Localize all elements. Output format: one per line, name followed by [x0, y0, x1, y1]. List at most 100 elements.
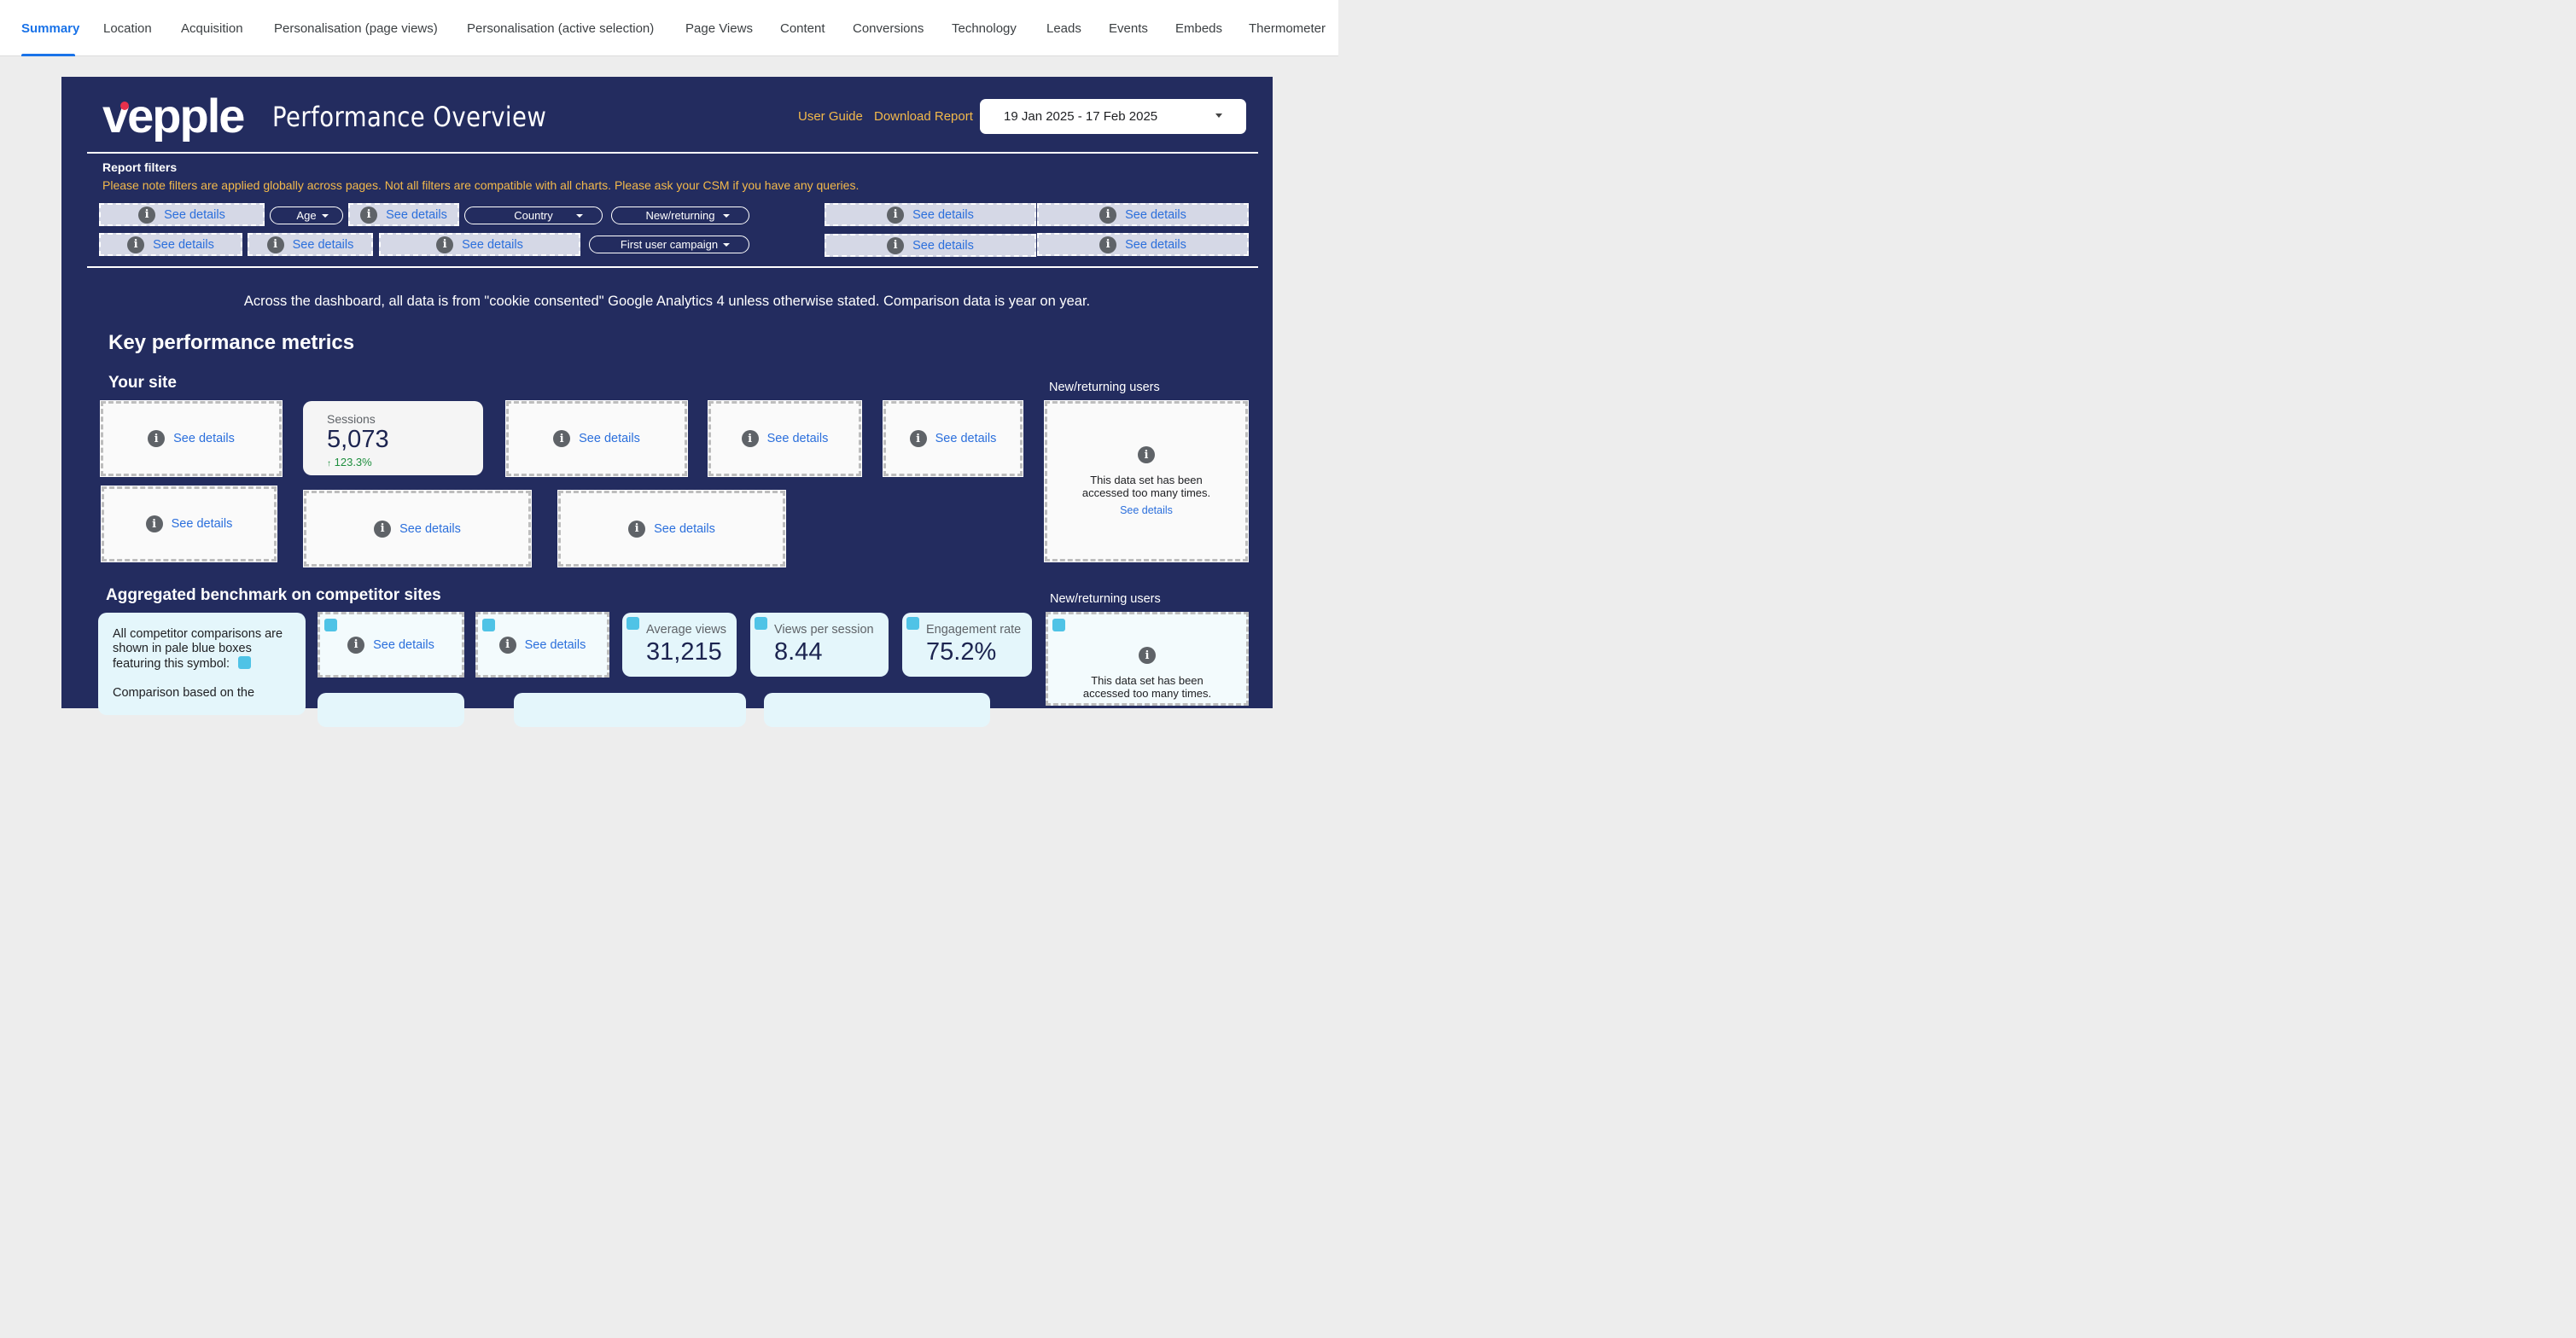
sessions-label: Sessions — [327, 412, 376, 426]
new-returning-filter-dropdown[interactable]: New/returning — [611, 207, 749, 224]
see-details-link: See details — [386, 207, 447, 222]
dropdown-label: Age — [296, 209, 317, 222]
dropdown-label: New/returning — [645, 209, 715, 222]
tab-summary[interactable]: Summary — [21, 21, 80, 36]
date-range-value: 19 Jan 2025 - 17 Feb 2025 — [1004, 109, 1158, 124]
engagement-rate-benchmark-card: Engagement rate 75.2% — [902, 613, 1032, 677]
benchmark-chart-icon — [482, 619, 495, 631]
see-details-link: See details — [171, 517, 233, 531]
benchmark-new-returning-label: New/returning users — [1050, 592, 1161, 606]
filters-title: Report filters — [102, 160, 178, 174]
see-details-link: See details — [173, 432, 235, 445]
see-details-link: See details — [153, 237, 214, 252]
tab-thermometer[interactable]: Thermometer — [1249, 21, 1326, 36]
benchmark-new-returning-error-card[interactable]: i This data set has been accessed too ma… — [1046, 612, 1249, 706]
tab-content[interactable]: Content — [780, 21, 825, 36]
kpi-error-card[interactable]: i See details — [505, 400, 688, 477]
info-icon: i — [347, 636, 365, 654]
filter-error-chip[interactable]: i See details — [1037, 233, 1249, 256]
chevron-down-icon — [723, 243, 730, 247]
filter-error-chip[interactable]: i See details — [1037, 203, 1249, 226]
info-icon: i — [553, 430, 571, 447]
filter-error-chip[interactable]: i See details — [825, 234, 1036, 257]
engagement-rate-value: 75.2% — [926, 638, 997, 666]
benchmark-heading: Aggregated benchmark on competitor sites — [106, 586, 441, 604]
kpi-error-card[interactable]: i See details — [101, 486, 277, 562]
see-details-link: See details — [912, 238, 974, 253]
country-filter-dropdown[interactable]: Country — [464, 207, 603, 224]
info-icon: i — [887, 236, 905, 254]
kpi-error-card[interactable]: i See details — [303, 490, 532, 567]
tab-location[interactable]: Location — [103, 21, 152, 36]
benchmark-error-card[interactable]: i See details — [475, 612, 609, 678]
data-disclaimer: Across the dashboard, all data is from "… — [243, 294, 1091, 309]
info-icon: i — [741, 430, 759, 447]
benchmark-card-partial — [318, 693, 464, 727]
kpi-error-card[interactable]: i See details — [557, 490, 786, 567]
average-views-benchmark-card: Average views 31,215 — [622, 613, 737, 677]
active-tab-indicator — [21, 54, 75, 56]
user-guide-link[interactable]: User Guide — [798, 109, 863, 124]
see-details-link: See details — [524, 637, 586, 652]
tab-page-views[interactable]: Page Views — [685, 21, 753, 36]
filter-error-chip[interactable]: i See details — [248, 233, 373, 256]
kpi-heading: Key performance metrics — [108, 331, 355, 354]
info-icon: i — [127, 236, 145, 253]
chevron-down-icon — [322, 214, 329, 218]
chevron-down-icon — [576, 214, 583, 218]
sessions-value: 5,073 — [327, 426, 389, 453]
first-user-campaign-filter-dropdown[interactable]: First user campaign — [589, 236, 749, 253]
logo-pin-icon: vepple — [102, 89, 246, 143]
chevron-down-icon — [723, 214, 730, 218]
info-icon: i — [498, 636, 516, 654]
benchmark-chart-icon — [755, 617, 767, 630]
benchmark-symbol-icon — [238, 656, 252, 669]
tab-acquisition[interactable]: Acquisition — [181, 21, 243, 36]
filter-error-chip[interactable]: i See details — [825, 203, 1036, 226]
info-icon: i — [887, 206, 905, 224]
see-details-link: See details — [654, 521, 715, 536]
filter-error-chip[interactable]: i See details — [99, 203, 265, 226]
benchmark-chart-icon — [627, 617, 639, 630]
filter-error-chip[interactable]: i See details — [99, 233, 242, 256]
kpi-error-card[interactable]: i See details — [883, 400, 1023, 477]
date-range-picker[interactable]: 19 Jan 2025 - 17 Feb 2025 — [980, 99, 1246, 134]
info-icon: i — [909, 430, 927, 447]
tab-embeds[interactable]: Embeds — [1175, 21, 1223, 36]
age-filter-dropdown[interactable]: Age — [270, 207, 343, 224]
see-details-link: See details — [373, 637, 434, 652]
info-icon: i — [360, 206, 378, 224]
error-message: This data set has been accessed too many… — [1082, 674, 1212, 700]
see-details-link: See details — [1120, 504, 1173, 516]
see-details-link: See details — [462, 237, 523, 252]
info-icon: i — [628, 520, 646, 538]
info-icon: i — [436, 236, 454, 253]
sessions-delta: ↑ 123.3% — [327, 456, 372, 468]
tab-events[interactable]: Events — [1109, 21, 1148, 36]
filter-error-chip[interactable]: i See details — [348, 203, 459, 226]
engagement-rate-label: Engagement rate — [926, 623, 1022, 637]
tab-conversions[interactable]: Conversions — [853, 21, 924, 36]
filter-error-chip[interactable]: i See details — [379, 233, 580, 256]
divider — [87, 266, 1258, 268]
report-panel: vepple Performance Overview User Guide D… — [61, 77, 1273, 727]
vepple-logo: vepple — [102, 89, 248, 146]
tab-technology[interactable]: Technology — [952, 21, 1017, 36]
new-returning-users-error-card[interactable]: i This data set has been accessed too ma… — [1044, 400, 1249, 562]
benchmark-card-partial — [514, 693, 746, 727]
benchmark-chart-icon — [906, 617, 919, 630]
info-icon: i — [1138, 446, 1155, 463]
tab-personalisation-page-views[interactable]: Personalisation (page views) — [274, 21, 438, 36]
tab-personalisation-active-selection[interactable]: Personalisation (active selection) — [467, 21, 655, 36]
divider — [87, 152, 1258, 154]
page-title: Performance Overview — [272, 101, 547, 133]
download-report-link[interactable]: Download Report — [874, 109, 973, 124]
benchmark-error-card[interactable]: i See details — [318, 612, 464, 678]
your-site-heading: Your site — [108, 374, 177, 392]
top-nav: Summary Location Acquisition Personalisa… — [0, 0, 1338, 56]
see-details-link: See details — [766, 432, 829, 445]
kpi-error-card[interactable]: i See details — [708, 400, 862, 477]
kpi-error-card[interactable]: i See details — [100, 400, 283, 477]
tab-leads[interactable]: Leads — [1046, 21, 1081, 36]
info-icon: i — [138, 206, 156, 224]
